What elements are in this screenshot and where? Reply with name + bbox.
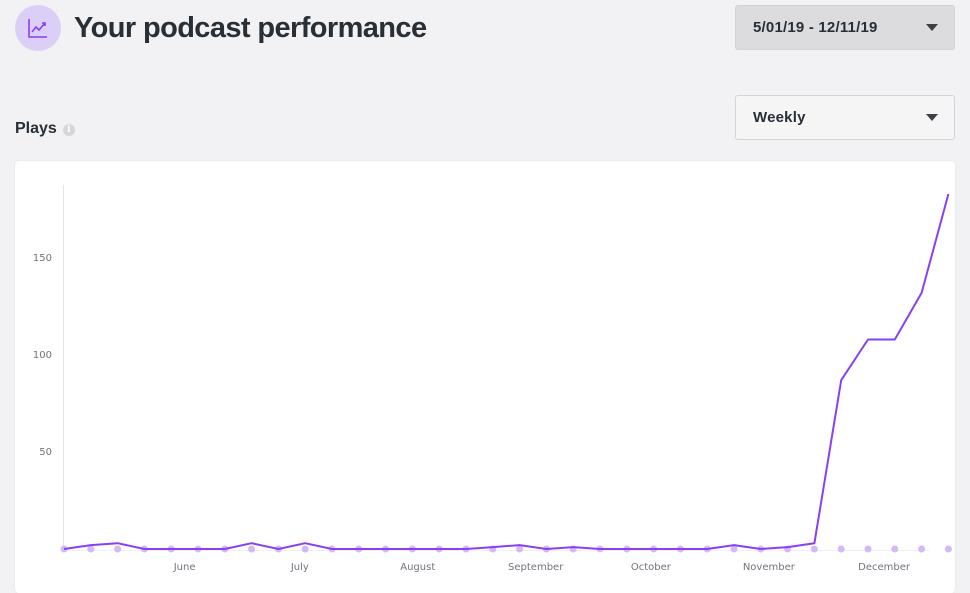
week-marker[interactable] bbox=[864, 545, 872, 553]
week-marker[interactable] bbox=[918, 545, 926, 553]
page-title: Your podcast performance bbox=[74, 12, 427, 44]
x-tick-label-october: October bbox=[631, 562, 672, 573]
week-marker[interactable] bbox=[516, 545, 524, 553]
y-tick-label-50: 50 bbox=[39, 447, 52, 458]
y-tick-label-100: 100 bbox=[33, 350, 52, 361]
x-tick-label-july: July bbox=[290, 562, 309, 573]
plays-series-line bbox=[63, 193, 950, 550]
x-tick-label-december: December bbox=[858, 562, 911, 573]
period-dropdown[interactable]: Weekly bbox=[735, 95, 955, 140]
week-marker[interactable] bbox=[810, 545, 818, 553]
plays-chart-card: 50 100 150 June July August September October N… bbox=[15, 161, 955, 593]
date-range-dropdown[interactable]: 5/01/19 - 12/11/19 bbox=[735, 5, 955, 50]
week-marker[interactable] bbox=[301, 545, 309, 553]
week-marker[interactable] bbox=[114, 545, 122, 553]
week-marker[interactable] bbox=[837, 545, 845, 553]
x-tick-label-september: September bbox=[508, 562, 564, 573]
date-range-value: 5/01/19 - 12/11/19 bbox=[753, 19, 878, 36]
y-tick-label-150: 150 bbox=[33, 253, 52, 264]
chevron-down-icon bbox=[926, 114, 938, 121]
x-tick-label-november: November bbox=[743, 562, 796, 573]
chevron-down-icon bbox=[926, 24, 938, 31]
week-marker[interactable] bbox=[891, 545, 899, 553]
trend-chart-icon bbox=[15, 5, 61, 51]
plays-section-title: Plays i bbox=[15, 120, 75, 138]
week-marker[interactable] bbox=[730, 545, 738, 553]
plays-line-chart: 50 100 150 June July August September October N… bbox=[33, 185, 952, 573]
week-marker[interactable] bbox=[87, 545, 95, 553]
week-marker[interactable] bbox=[944, 545, 952, 553]
x-tick-label-june: June bbox=[173, 562, 196, 573]
week-marker[interactable] bbox=[248, 545, 256, 553]
plays-title: Plays bbox=[15, 120, 57, 137]
x-tick-label-august: August bbox=[400, 562, 435, 573]
period-value: Weekly bbox=[753, 109, 806, 126]
info-icon[interactable]: i bbox=[62, 124, 75, 136]
